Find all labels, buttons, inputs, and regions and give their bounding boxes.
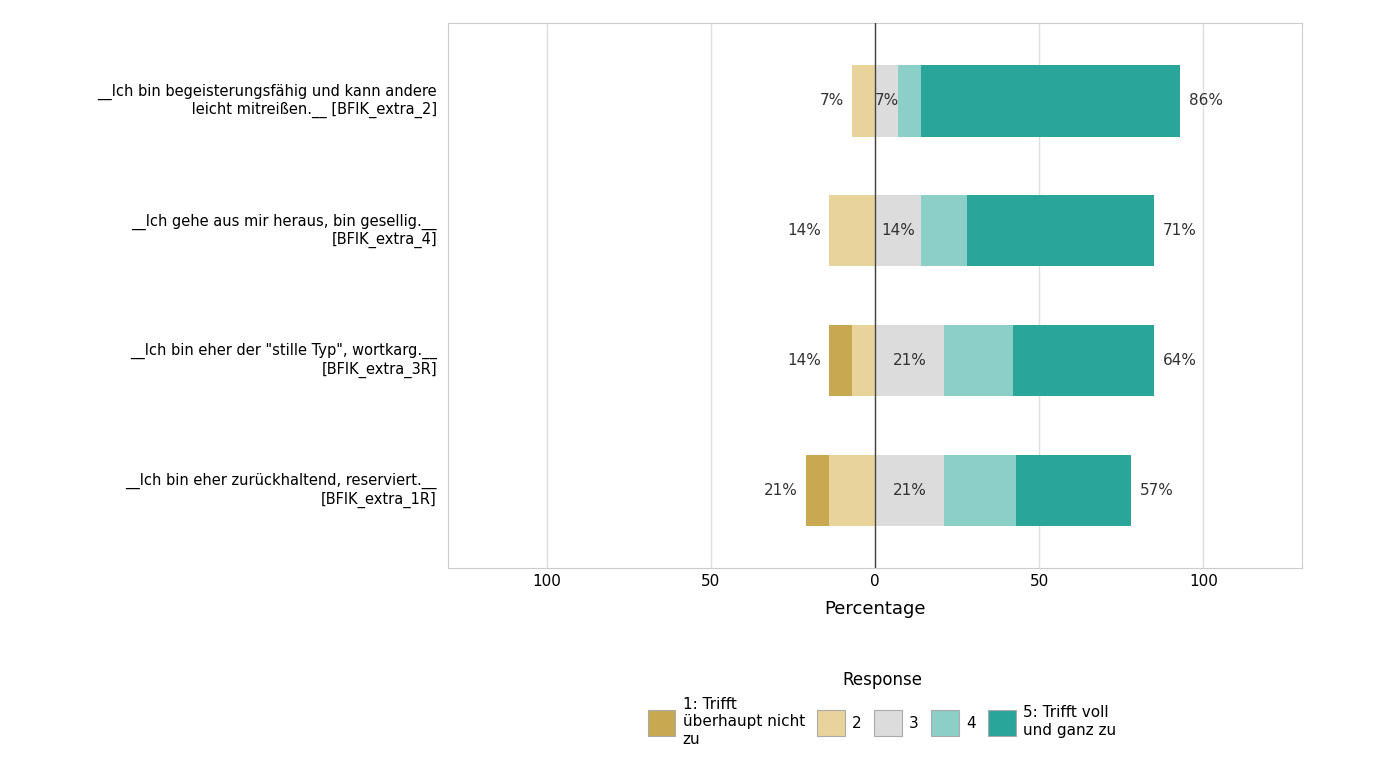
Bar xyxy=(875,325,944,396)
X-axis label: Percentage: Percentage xyxy=(825,600,925,618)
Bar xyxy=(921,195,967,266)
Text: 14%: 14% xyxy=(787,223,820,238)
Text: 14%: 14% xyxy=(787,353,820,368)
Bar xyxy=(875,195,921,266)
Bar xyxy=(853,325,875,396)
Text: 21%: 21% xyxy=(764,483,798,498)
Text: 14%: 14% xyxy=(881,223,916,238)
Bar xyxy=(944,325,1014,396)
Bar xyxy=(853,65,875,137)
Bar xyxy=(829,455,875,526)
Bar xyxy=(829,195,875,266)
Bar xyxy=(875,455,944,526)
Bar xyxy=(921,65,1180,137)
Text: 64%: 64% xyxy=(1162,353,1197,368)
Bar xyxy=(875,65,897,137)
Bar xyxy=(1016,455,1131,526)
Bar xyxy=(897,65,921,137)
Text: 71%: 71% xyxy=(1162,223,1196,238)
Bar xyxy=(1014,325,1154,396)
Text: 21%: 21% xyxy=(893,353,927,368)
Text: 7%: 7% xyxy=(819,94,844,108)
Text: 21%: 21% xyxy=(893,483,927,498)
Text: 86%: 86% xyxy=(1189,94,1222,108)
Text: 57%: 57% xyxy=(1140,483,1173,498)
Bar xyxy=(967,195,1154,266)
Bar xyxy=(829,325,853,396)
Text: 7%: 7% xyxy=(875,94,899,108)
Bar xyxy=(806,455,829,526)
Legend: 1: Trifft
überhaupt nicht
zu, 2, 3, 4, 5: Trifft voll
und ganz zu: 1: Trifft überhaupt nicht zu, 2, 3, 4, 5… xyxy=(641,665,1123,753)
Bar xyxy=(944,455,1016,526)
